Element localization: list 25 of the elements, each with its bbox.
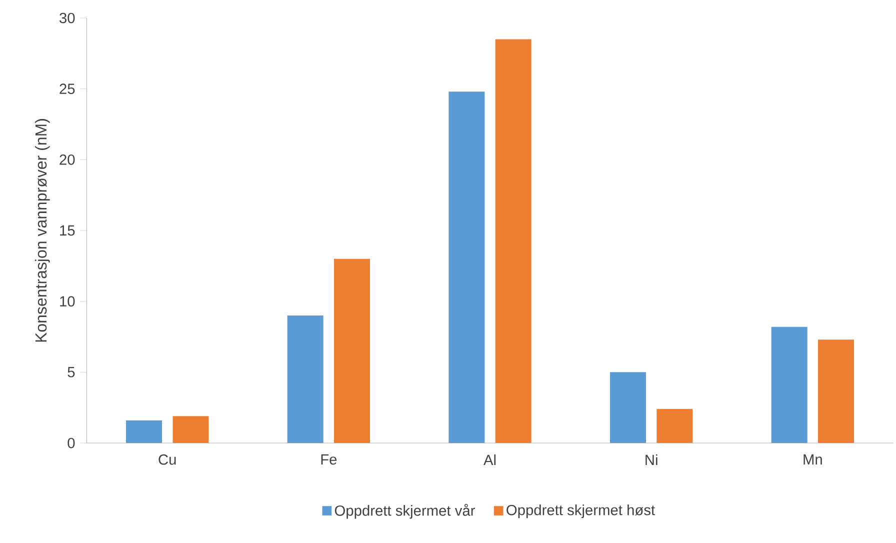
y-tick-label: 0 bbox=[68, 438, 75, 448]
bar bbox=[610, 372, 646, 443]
y-tick-label: 15 bbox=[60, 225, 75, 236]
x-tick-label: Cu bbox=[158, 454, 176, 465]
legend-label: Oppdrett skjermet vår bbox=[334, 504, 475, 519]
bar bbox=[287, 315, 324, 443]
x-tick-label: Fe bbox=[321, 454, 337, 465]
bar bbox=[771, 326, 808, 443]
x-tick-label: Ni bbox=[646, 454, 658, 466]
legend-label: Oppdrett skjermet høst bbox=[506, 504, 655, 518]
bar bbox=[448, 92, 485, 443]
bar bbox=[172, 416, 209, 443]
bar bbox=[495, 39, 532, 443]
y-axis-title: Konsentrasjon vannprøver (nM) bbox=[34, 119, 50, 342]
y-tick-label: 10 bbox=[60, 296, 75, 307]
bar bbox=[126, 420, 162, 443]
x-tick-label: Al bbox=[484, 454, 496, 466]
bar bbox=[656, 409, 693, 443]
y-tick-label: 5 bbox=[68, 367, 75, 378]
bar bbox=[818, 340, 854, 443]
bar bbox=[334, 258, 370, 443]
y-tick-label: 30 bbox=[60, 12, 75, 24]
y-tick-label: 20 bbox=[60, 154, 75, 165]
x-tick-label: Mn bbox=[804, 454, 822, 464]
y-tick-label: 25 bbox=[60, 84, 75, 94]
